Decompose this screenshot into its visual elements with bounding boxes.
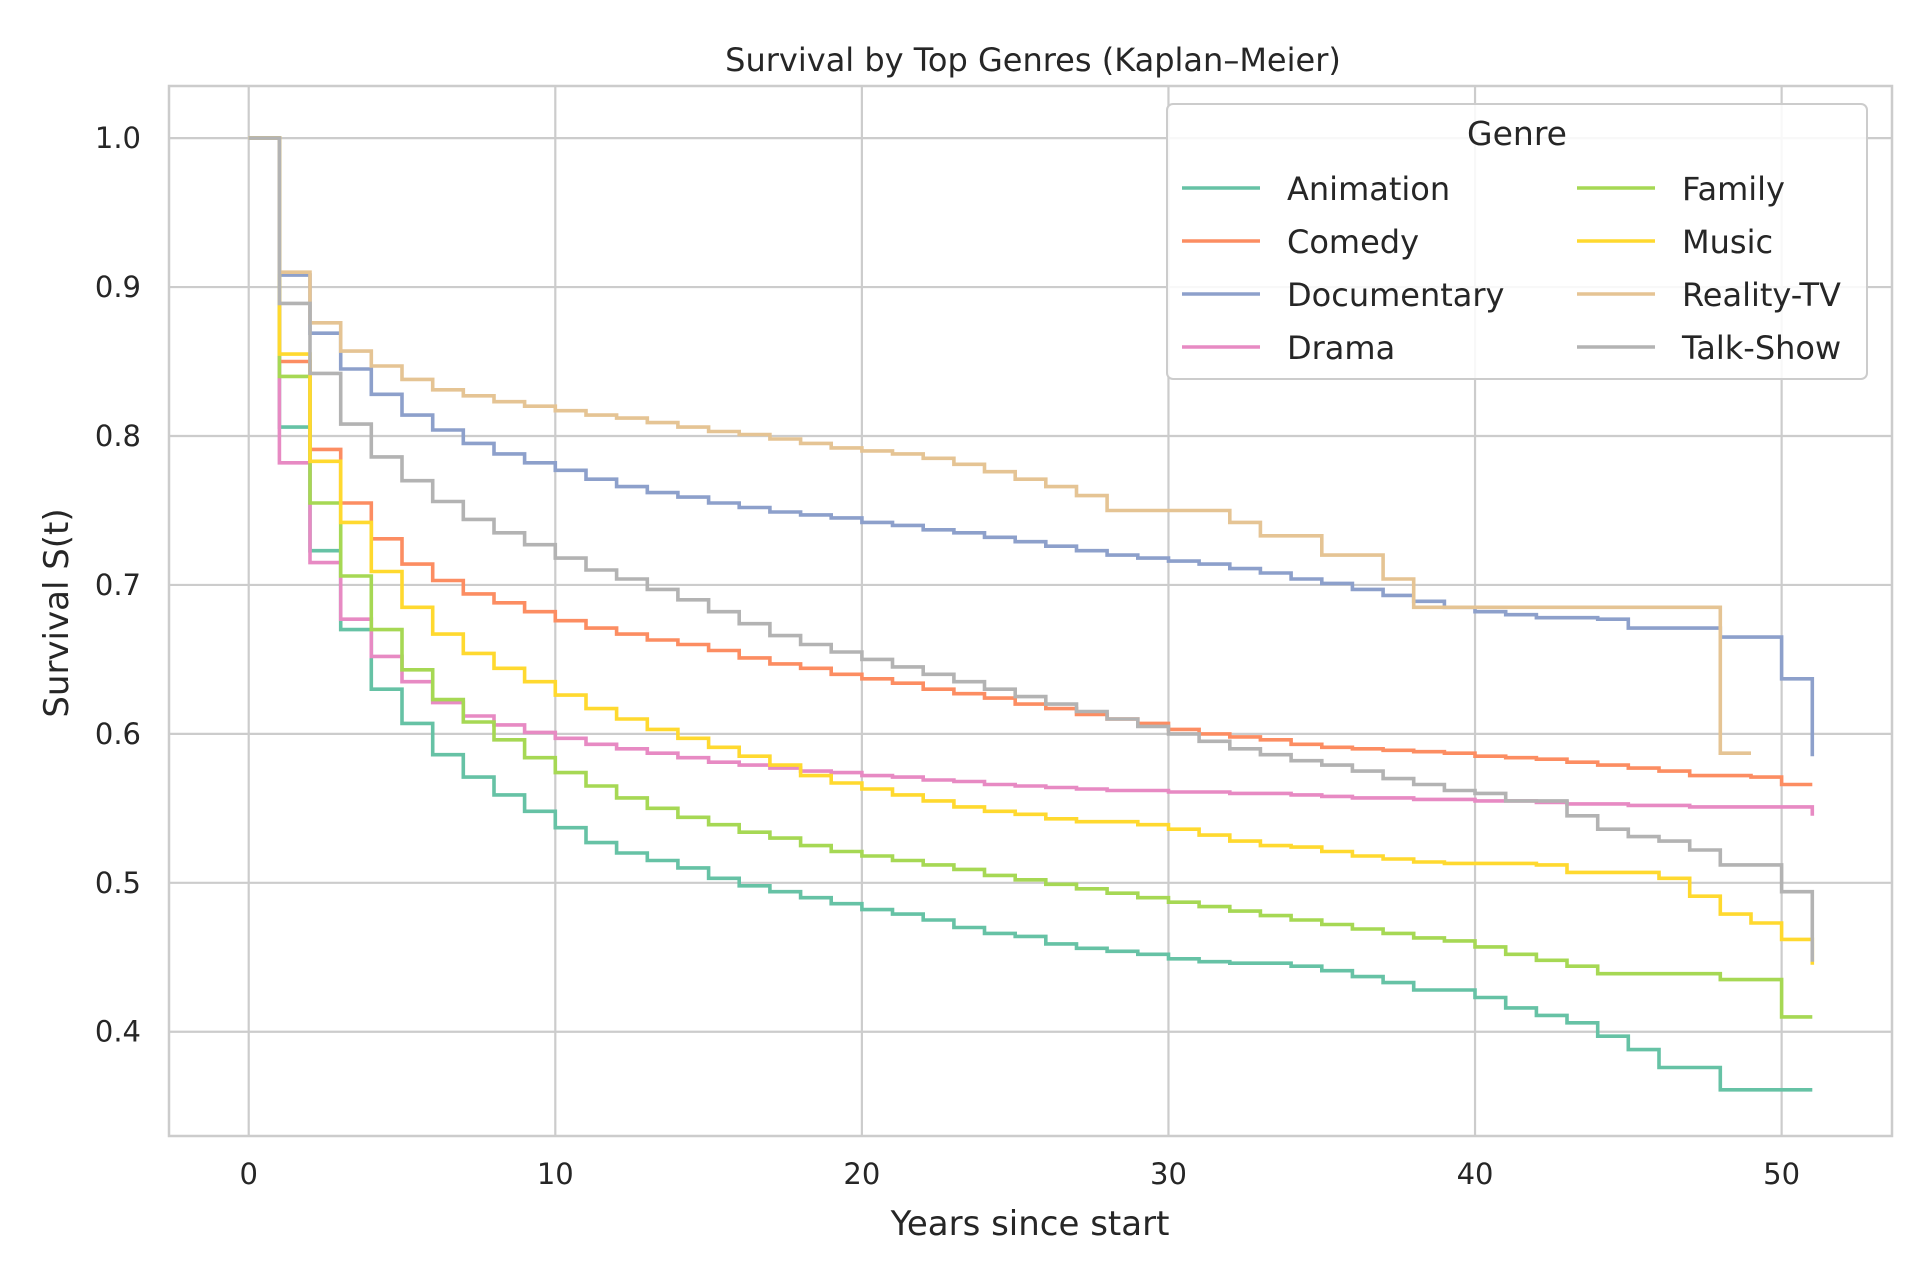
legend-label: Family	[1682, 170, 1785, 208]
chart-title: Survival by Top Genres (Kaplan–Meier)	[725, 41, 1341, 79]
legend-entry-talk-show: Talk-Show	[1577, 329, 1841, 367]
legend-label: Music	[1682, 223, 1773, 261]
y-tick-label: 1.0	[95, 121, 141, 155]
x-tick-label: 20	[843, 1157, 880, 1191]
legend-entry-reality-tv: Reality-TV	[1577, 276, 1841, 314]
legend-label: Comedy	[1287, 223, 1419, 261]
tick-labels: 0 10 20 30 40 50 0.4 0.5 0.6 0.7 0.8 0.9 1.0	[95, 121, 1800, 1191]
legend-entry-animation: Animation	[1182, 170, 1450, 208]
series-line-animation	[248, 136, 1813, 1092]
y-tick-label: 0.5	[95, 866, 141, 900]
legend-label: Reality-TV	[1682, 276, 1841, 314]
legend-entry-drama: Drama	[1182, 329, 1395, 367]
series-line-comedy	[248, 136, 1813, 787]
y-tick-label: 0.6	[95, 717, 141, 751]
plot-frame	[167, 84, 1894, 1138]
legend-label: Animation	[1287, 170, 1450, 208]
series-line-reality-tv	[248, 136, 1751, 755]
x-tick-label: 40	[1457, 1157, 1494, 1191]
series-lines	[248, 136, 1815, 1092]
x-axis-label: Years since start	[890, 1204, 1170, 1244]
x-tick-label: 10	[537, 1157, 574, 1191]
series-line-documentary	[248, 136, 1815, 757]
series-line-music	[248, 136, 1815, 965]
legend-entry-comedy: Comedy	[1182, 223, 1419, 261]
x-tick-label: 0	[239, 1157, 257, 1191]
x-tick-label: 30	[1150, 1157, 1187, 1191]
legend-entry-family: Family	[1577, 170, 1785, 208]
legend-label: Documentary	[1287, 276, 1504, 314]
series-line-drama	[248, 136, 1815, 816]
legend-box	[1166, 103, 1868, 380]
legend-entry-music: Music	[1577, 223, 1773, 261]
legend: Genre Animation Comedy Documentary Drama Fam…	[1166, 103, 1868, 380]
series-line-family	[248, 136, 1813, 1019]
legend-title: Genre	[1467, 114, 1567, 153]
series-line-talk-show	[248, 136, 1815, 962]
y-tick-label: 0.4	[95, 1015, 141, 1049]
legend-entry-documentary: Documentary	[1182, 276, 1504, 314]
y-tick-label: 0.8	[95, 419, 141, 453]
legend-label: Talk-Show	[1681, 329, 1841, 367]
y-tick-label: 0.9	[95, 270, 141, 304]
x-tick-label: 50	[1763, 1157, 1800, 1191]
y-axis-label: Survival S(t)	[37, 508, 77, 717]
legend-label: Drama	[1287, 329, 1395, 367]
y-tick-label: 0.7	[95, 568, 141, 602]
